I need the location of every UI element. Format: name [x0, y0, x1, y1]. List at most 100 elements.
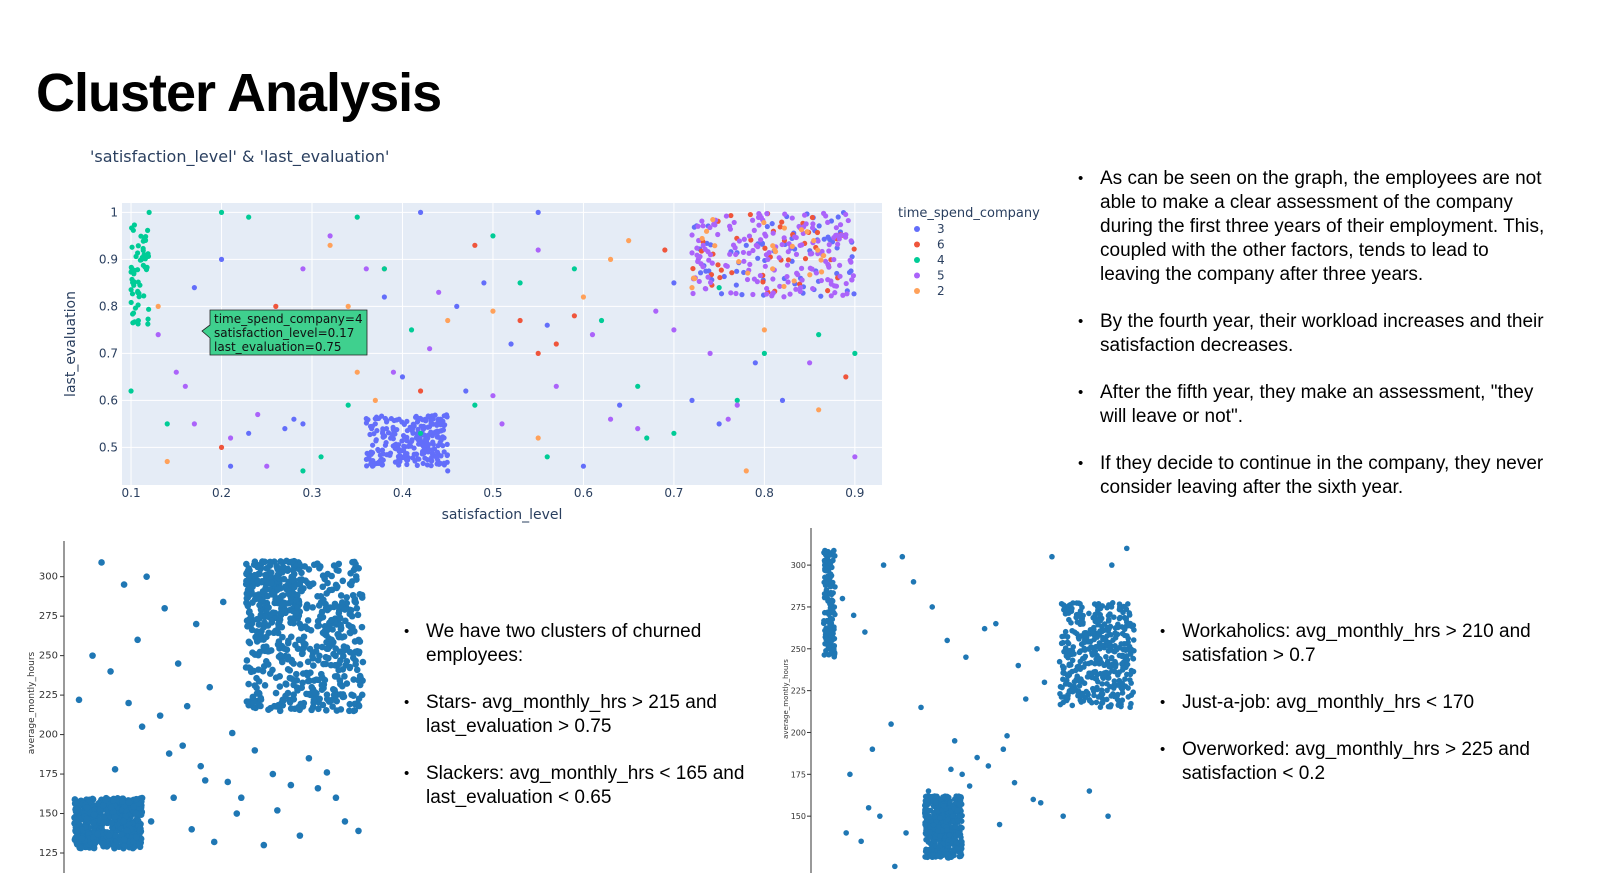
point-tenure-4 — [145, 316, 151, 322]
point-tenure-5 — [734, 402, 740, 408]
point-tenure-5 — [819, 248, 825, 255]
point-tenure-3 — [716, 421, 722, 427]
point-tenure-4 — [300, 468, 306, 474]
data-point — [1120, 664, 1126, 671]
point-tenure-3 — [402, 444, 408, 450]
data-point — [1076, 677, 1082, 684]
point-tenure-6 — [760, 279, 766, 285]
data-point — [1086, 610, 1092, 617]
point-tenure-3 — [407, 424, 413, 430]
legend-marker — [914, 272, 920, 279]
point-tenure-5 — [820, 210, 827, 216]
point-tenure-3 — [734, 268, 740, 274]
point-tenure-5 — [825, 219, 831, 225]
point-tenure-4 — [141, 251, 147, 258]
point-tenure-5 — [732, 245, 738, 251]
point-tenure-5 — [797, 288, 803, 294]
point-tenure-6 — [218, 444, 225, 450]
point-tenure-5 — [535, 247, 541, 253]
point-tenure-6 — [851, 246, 857, 252]
data-point — [1061, 664, 1067, 671]
point-tenure-4 — [571, 266, 577, 272]
point-tenure-5 — [499, 421, 505, 427]
point-tenure-5 — [653, 308, 659, 314]
point-tenure-3 — [764, 223, 770, 230]
point-tenure-3 — [380, 434, 386, 440]
point-tenure-3 — [390, 426, 396, 432]
legend-label: 2 — [937, 284, 945, 298]
point-tenure-6 — [762, 245, 768, 251]
data-point — [931, 793, 938, 799]
point-tenure-5 — [793, 286, 799, 292]
point-tenure-4 — [145, 253, 152, 259]
point-tenure-4 — [852, 350, 858, 356]
insight-list-main: As can be seen on the graph, the employe… — [1078, 167, 1548, 523]
data-point — [1128, 700, 1134, 707]
point-tenure-5 — [833, 283, 840, 289]
point-tenure-3 — [434, 449, 441, 455]
point-tenure-6 — [715, 262, 721, 268]
x-axis-title: satisfaction_level — [442, 507, 563, 523]
insight-item: If they decide to continue in the compan… — [1078, 452, 1548, 500]
point-tenure-5 — [764, 285, 770, 292]
point-tenure-5 — [837, 222, 844, 228]
point-tenure-3 — [370, 442, 376, 448]
point-tenure-3 — [379, 430, 386, 436]
point-tenure-4 — [517, 280, 523, 286]
point-tenure-2 — [798, 227, 805, 233]
data-point — [951, 738, 958, 744]
data-point — [1096, 655, 1102, 662]
point-tenure-2 — [772, 247, 778, 253]
point-tenure-5 — [797, 242, 803, 249]
point-tenure-4 — [133, 253, 139, 260]
point-tenure-5 — [809, 251, 815, 257]
data-point — [922, 854, 929, 860]
point-tenure-5 — [741, 236, 747, 242]
point-tenure-4 — [635, 383, 641, 389]
data-point — [1090, 630, 1096, 637]
data-point — [1034, 645, 1040, 652]
data-point — [1098, 690, 1105, 697]
data-point — [892, 863, 898, 870]
data-point — [1099, 699, 1106, 706]
point-tenure-3 — [848, 268, 854, 274]
data-point — [981, 625, 988, 632]
point-tenure-2 — [690, 275, 697, 281]
tooltip-line: satisfaction_level=0.17 — [214, 326, 354, 340]
data-point — [946, 832, 953, 838]
data-point — [1112, 663, 1119, 670]
point-tenure-2 — [811, 237, 817, 244]
data-point — [1125, 685, 1131, 691]
data-point — [1061, 607, 1067, 613]
point-tenure-2 — [761, 327, 767, 333]
point-tenure-4 — [490, 233, 496, 239]
insight-item: After the fifth year, they make an asses… — [1078, 381, 1548, 429]
data-point — [71, 800, 79, 807]
point-tenure-5 — [763, 252, 770, 258]
point-tenure-5 — [831, 256, 837, 263]
data-point — [1105, 612, 1112, 619]
data-point — [1089, 685, 1096, 692]
point-tenure-4 — [142, 264, 148, 270]
data-point — [993, 620, 999, 627]
point-tenure-3 — [440, 427, 447, 433]
point-tenure-5 — [782, 211, 788, 217]
data-point — [1111, 693, 1118, 700]
y-tick-label: 200 — [39, 730, 58, 741]
point-tenure-4 — [345, 402, 351, 408]
point-tenure-3 — [426, 447, 432, 453]
data-point — [1130, 668, 1137, 675]
data-point — [1121, 603, 1127, 610]
point-tenure-5 — [715, 231, 721, 238]
point-tenure-5 — [694, 252, 700, 258]
point-tenure-3 — [741, 269, 747, 276]
point-tenure-3 — [421, 446, 427, 453]
point-tenure-3 — [384, 418, 390, 424]
point-tenure-3 — [291, 416, 297, 422]
point-tenure-6 — [779, 219, 785, 225]
data-point — [944, 827, 950, 833]
data-point — [1064, 695, 1071, 702]
point-tenure-2 — [781, 283, 787, 290]
data-point — [899, 553, 906, 560]
